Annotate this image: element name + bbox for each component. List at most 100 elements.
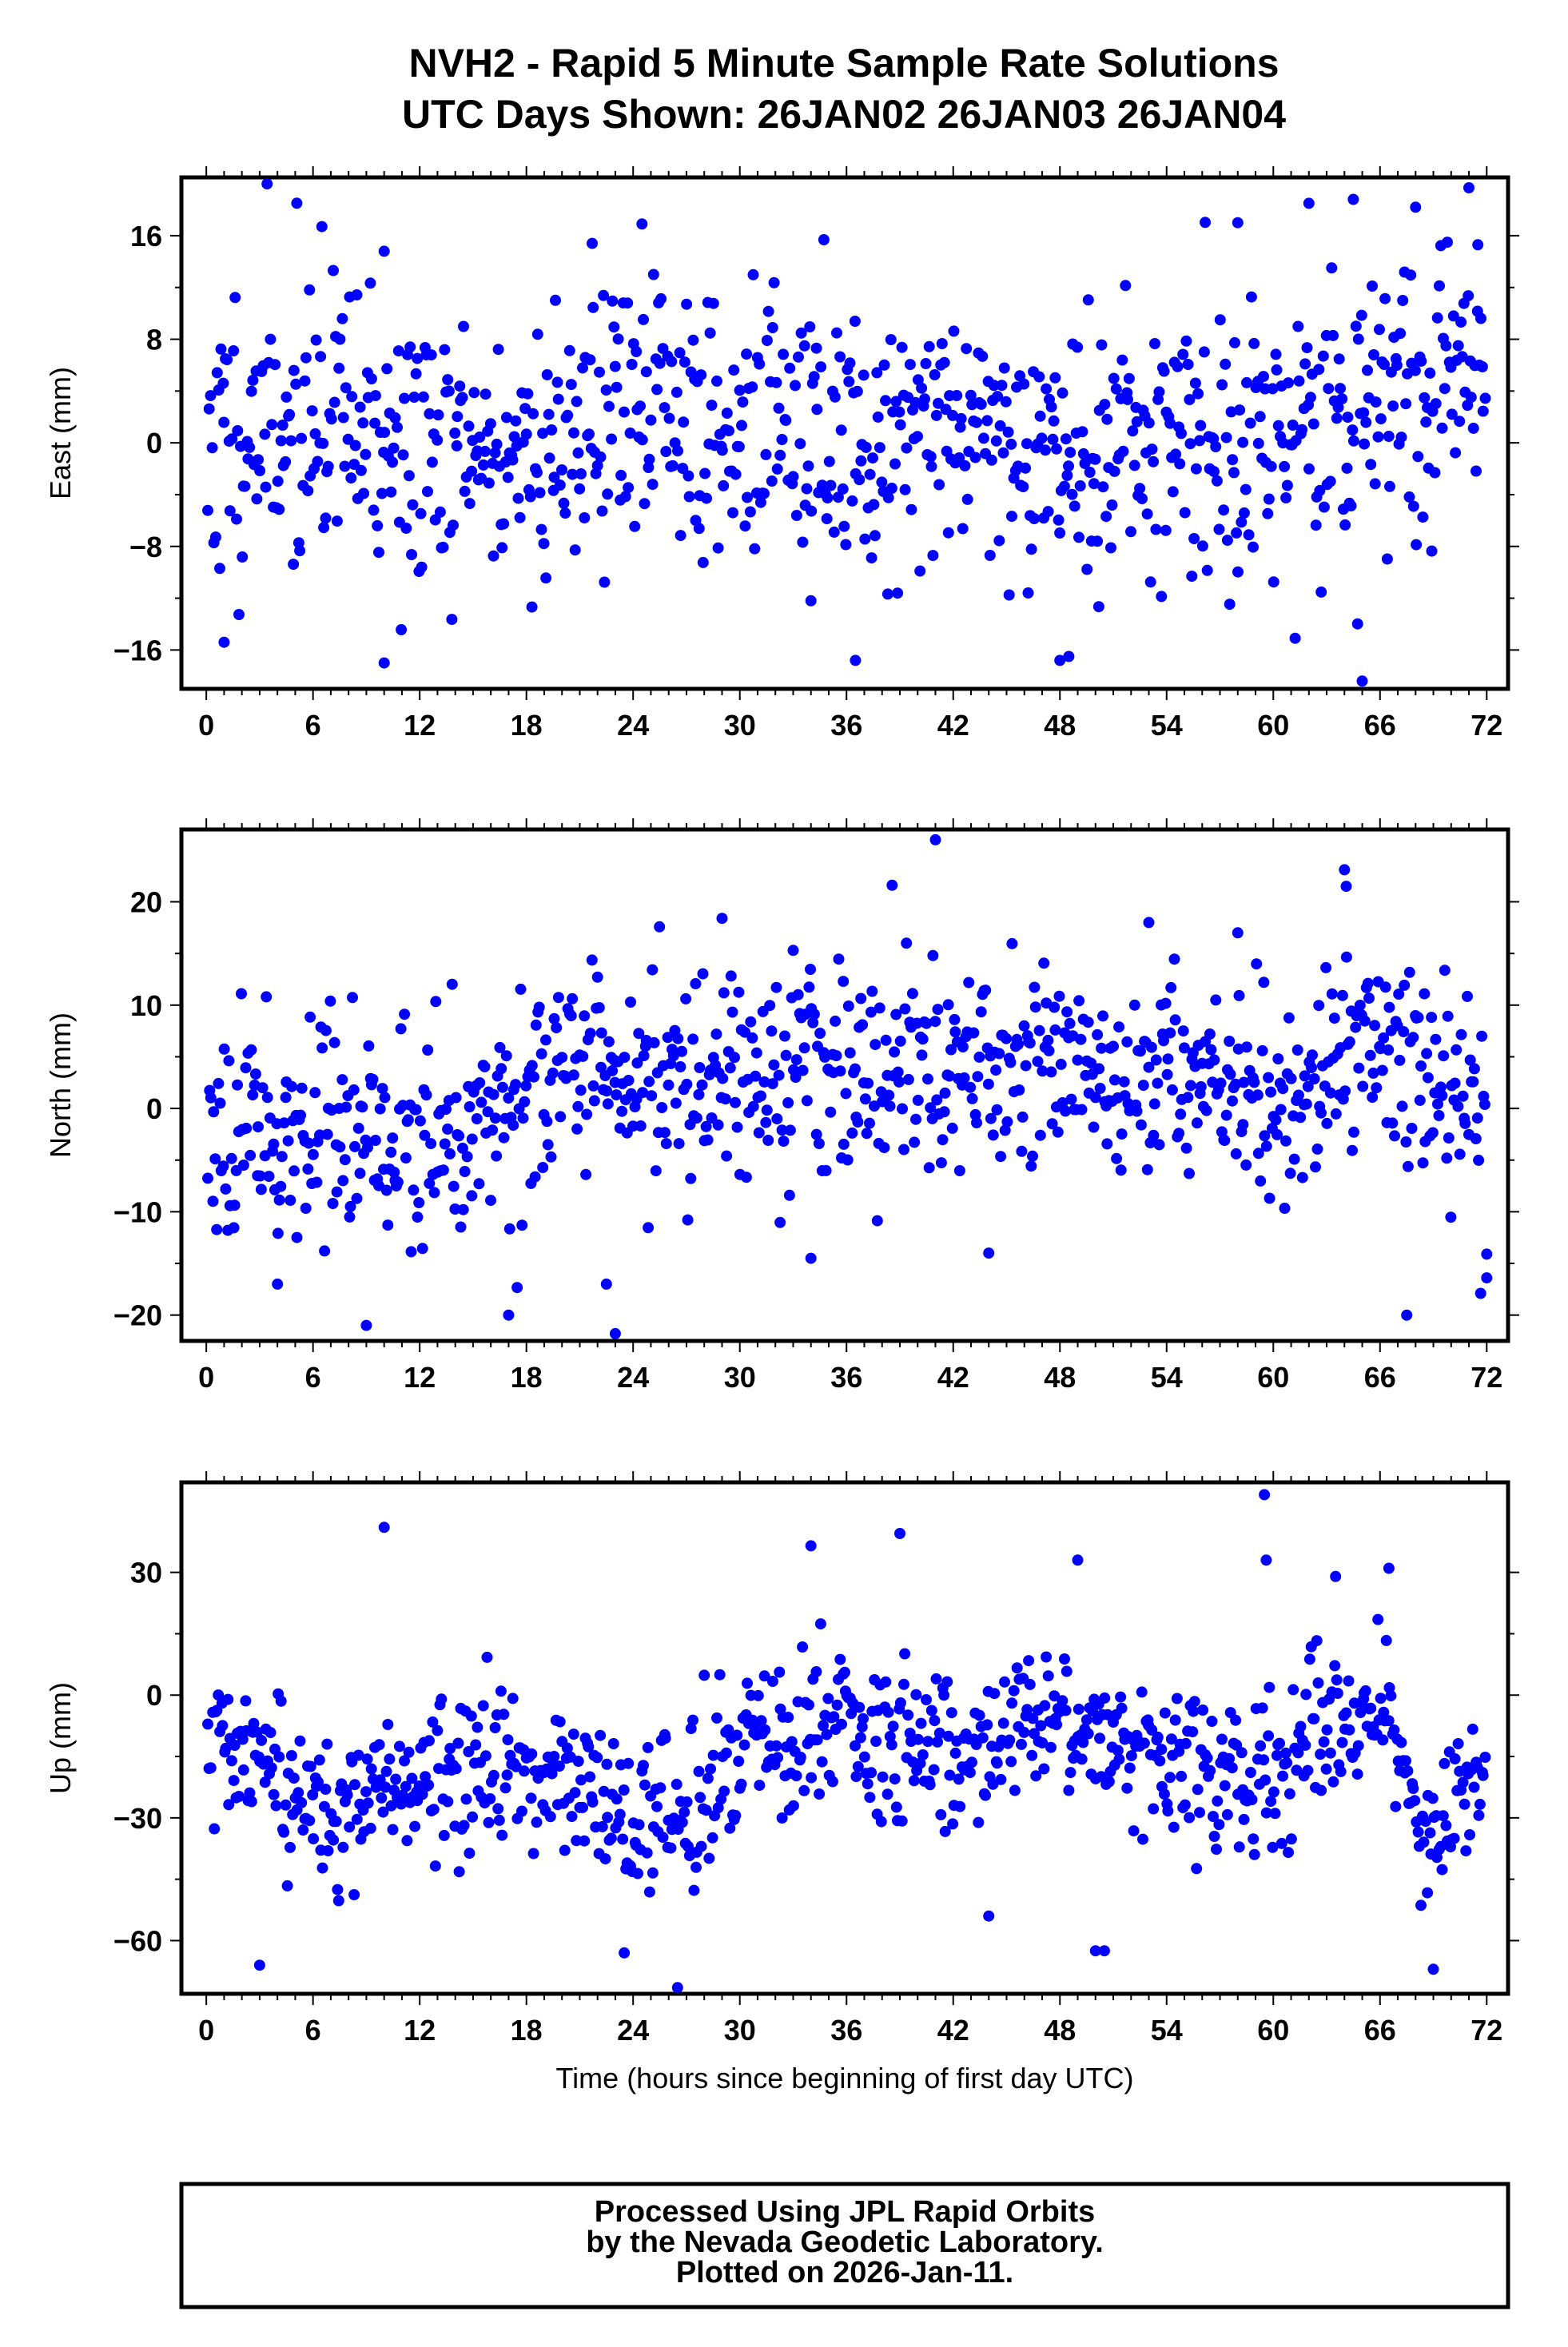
east-data-point (912, 431, 923, 443)
up-data-point (1268, 1786, 1279, 1798)
up-x-axis-label: Time (hours since beginning of first day… (556, 2062, 1134, 2094)
north-data-point (1184, 1168, 1195, 1179)
east-data-point (1439, 383, 1451, 395)
east-data-point (1409, 364, 1421, 376)
east-data-point (1194, 435, 1205, 447)
north-data-point (208, 1106, 220, 1118)
up-data-point (693, 1765, 705, 1777)
up-data-point (427, 1716, 439, 1728)
north-data-point (1320, 961, 1332, 973)
north-data-point (1295, 1112, 1307, 1124)
north-data-point (1336, 989, 1348, 1001)
north-data-point (1177, 1025, 1189, 1037)
up-data-point (308, 1833, 320, 1844)
up-data-point (828, 1711, 840, 1723)
east-data-point (697, 556, 709, 568)
up-data-point (344, 1821, 356, 1833)
east-data-point (1116, 354, 1128, 366)
east-data-point (1293, 375, 1305, 387)
north-data-point (766, 1025, 778, 1037)
east-data-point (1236, 516, 1248, 528)
east-data-point (1341, 462, 1353, 474)
east-data-point (1446, 408, 1458, 420)
up-data-point (685, 1723, 697, 1735)
north-data-point (1347, 1144, 1358, 1156)
east-data-point (851, 385, 863, 397)
north-x-tick-label: 18 (511, 1361, 543, 1394)
north-data-point (515, 983, 527, 995)
east-data-point (1355, 309, 1367, 321)
north-data-point (1393, 989, 1405, 1000)
east-data-point (454, 380, 466, 392)
east-data-point (801, 483, 813, 495)
north-data-point (520, 1080, 532, 1092)
north-data-point (1387, 1117, 1399, 1129)
east-data-point (838, 520, 850, 532)
up-data-point (1049, 1690, 1061, 1702)
east-data-point (281, 391, 293, 403)
east-data-point (288, 364, 300, 376)
north-data-point (254, 1170, 266, 1182)
north-data-point (770, 981, 782, 993)
up-data-point (1238, 1813, 1250, 1825)
north-data-point (1248, 1076, 1260, 1088)
east-data-point (1108, 465, 1120, 477)
north-data-point (1478, 1099, 1490, 1110)
up-data-point (561, 1742, 573, 1754)
north-data-point (1324, 1087, 1336, 1099)
east-data-point (1238, 507, 1250, 519)
north-data-point (600, 1278, 612, 1290)
north-data-point (1354, 1000, 1366, 1011)
east-data-point (1065, 447, 1077, 459)
up-data-point (730, 1809, 742, 1821)
north-data-point (1459, 1117, 1471, 1129)
north-data-point (575, 1084, 587, 1096)
up-data-point (770, 1740, 782, 1752)
east-data-point (611, 381, 623, 393)
up-data-point (882, 1706, 894, 1718)
up-data-point (376, 1792, 388, 1804)
north-data-point (814, 1028, 826, 1039)
up-data-point (1467, 1723, 1478, 1735)
up-data-point (776, 1812, 788, 1824)
east-data-point (459, 485, 471, 497)
north-data-point (273, 1194, 285, 1206)
up-data-point (1315, 1784, 1327, 1796)
east-data-point (993, 535, 1005, 547)
north-data-point (428, 1187, 440, 1199)
east-data-point (674, 347, 686, 359)
up-data-point (401, 1835, 413, 1847)
up-data-point (444, 1743, 456, 1754)
east-data-point (1164, 417, 1176, 429)
north-x-tick-label: 48 (1044, 1361, 1076, 1394)
north-data-point (602, 1098, 614, 1110)
up-data-point (488, 1769, 499, 1781)
up-data-point (1300, 1689, 1312, 1701)
north-data-point (862, 1077, 874, 1089)
up-data-point (922, 1736, 934, 1748)
east-data-point (1352, 333, 1364, 345)
up-data-point (1275, 1837, 1287, 1849)
north-data-point (1414, 1094, 1426, 1106)
north-data-point (803, 981, 815, 993)
north-data-point (939, 1087, 951, 1099)
east-data-point (1245, 291, 1257, 303)
up-data-point (587, 1796, 599, 1808)
north-y-tick-label: 0 (146, 1092, 162, 1125)
north-data-point (1467, 1076, 1479, 1088)
east-data-point (265, 333, 277, 345)
north-data-point (675, 1061, 686, 1072)
east-data-point (1172, 360, 1184, 372)
north-data-point (453, 1130, 465, 1142)
up-data-point (1440, 1820, 1452, 1832)
east-data-point (535, 523, 547, 535)
up-data-point (690, 1861, 702, 1873)
east-data-point (1395, 328, 1407, 340)
north-data-point (457, 1203, 469, 1215)
east-data-point (1073, 531, 1084, 543)
east-data-point (1180, 335, 1192, 347)
east-data-point (1040, 444, 1051, 456)
up-data-point (553, 1760, 565, 1772)
east-data-point (914, 565, 926, 577)
up-data-point (1008, 1685, 1020, 1697)
